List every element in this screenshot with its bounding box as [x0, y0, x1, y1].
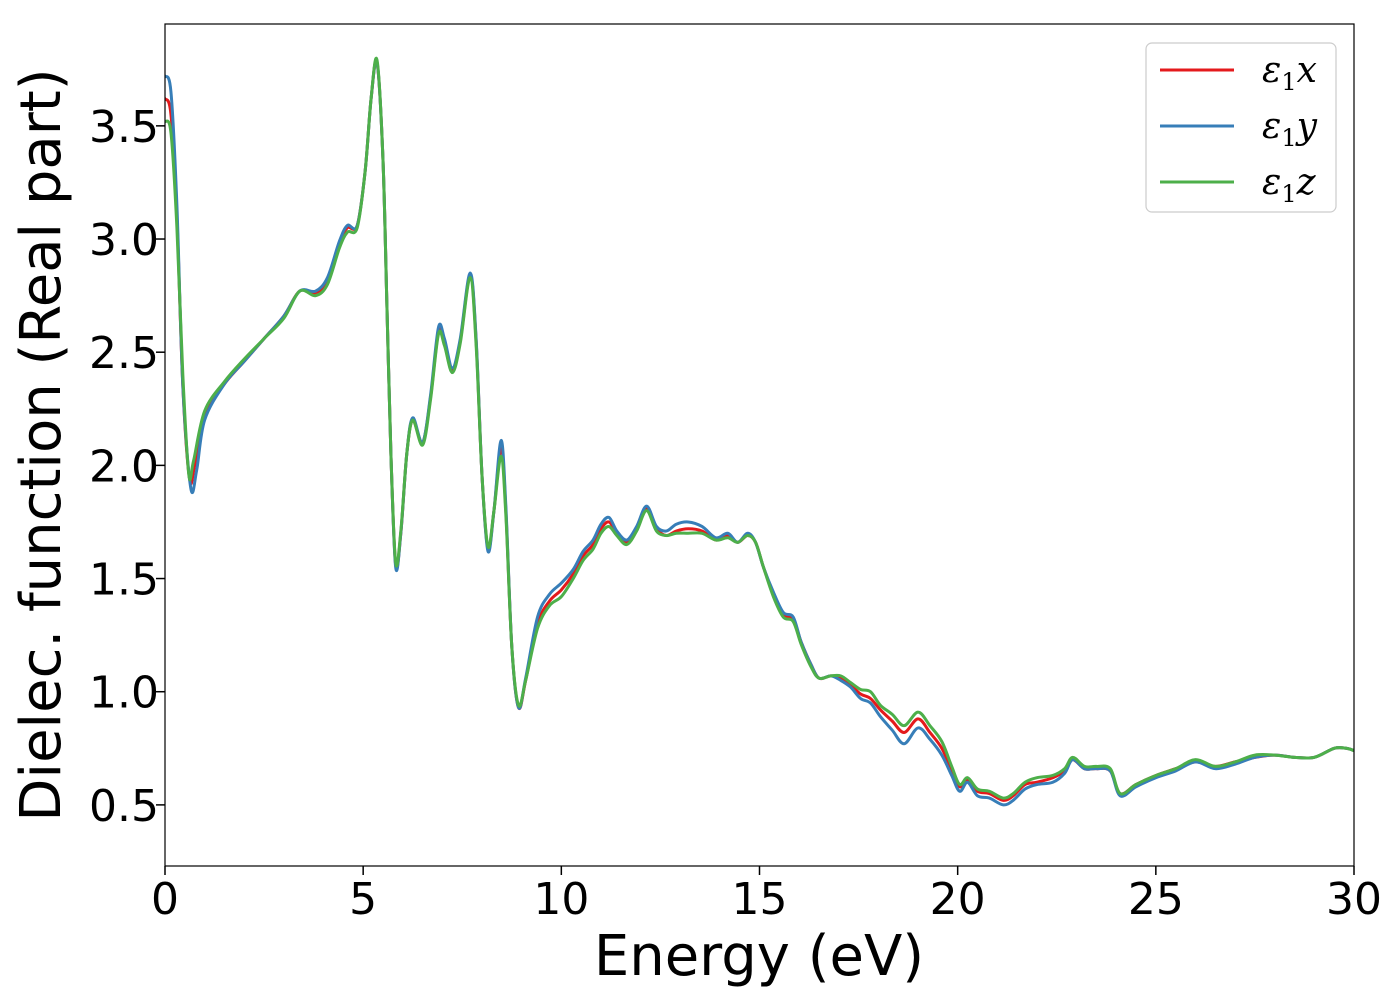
x-axis-label: Energy (eV) — [594, 924, 924, 989]
x-tick-label: 5 — [349, 874, 377, 925]
legend-box — [1145, 42, 1337, 213]
y-tick-label: 1.0 — [89, 668, 159, 719]
series-layer — [165, 56, 1354, 807]
legend: ε1x ε1y ε1z — [1145, 42, 1337, 213]
y-tick-label: 3.5 — [89, 102, 159, 153]
y-tick-label: 0.5 — [89, 781, 159, 832]
x-axis-ticks: 0 5 10 15 20 25 30 — [151, 866, 1382, 925]
x-tick-label: 10 — [533, 874, 589, 925]
x-tick-label: 20 — [930, 874, 986, 925]
y-tick-label: 2.0 — [89, 441, 159, 492]
x-tick-label: 25 — [1128, 874, 1184, 925]
y-axis-ticks: 0.5 1.0 1.5 2.0 2.5 3.0 3.5 — [89, 102, 165, 832]
x-tick-label: 0 — [151, 874, 179, 925]
x-tick-label: 15 — [732, 874, 788, 925]
legend-label-y: ε1y — [1262, 106, 1318, 152]
legend-label-x: ε1x — [1262, 50, 1317, 96]
y-axis-label: Dielec. function (Real part) — [9, 68, 74, 821]
y-tick-label: 3.0 — [89, 215, 159, 266]
y-tick-label: 1.5 — [89, 555, 159, 606]
y-tick-label: 2.5 — [89, 328, 159, 379]
x-tick-label: 30 — [1326, 874, 1382, 925]
series-line-z — [165, 56, 1354, 800]
legend-label-z: ε1z — [1262, 162, 1317, 208]
